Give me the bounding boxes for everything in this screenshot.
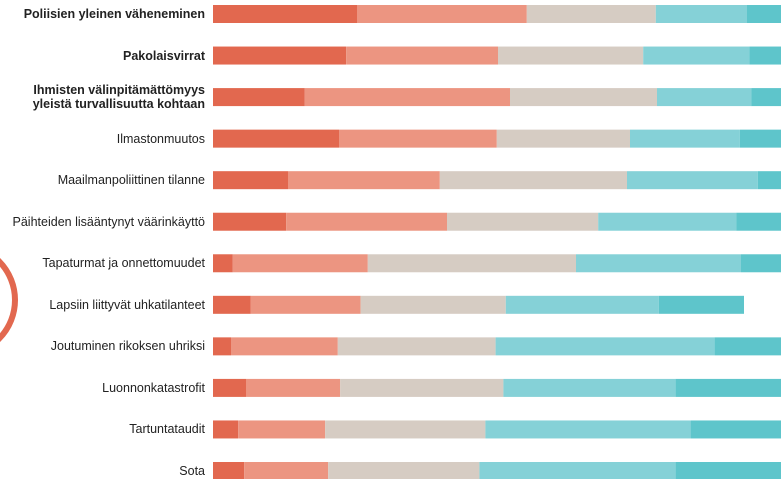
decoration: [0, 258, 18, 342]
bar-segment: [714, 337, 781, 356]
bar-segment: [238, 420, 326, 439]
bar-segment: [675, 462, 781, 479]
bar-segment: [643, 46, 750, 65]
bar-segment: [246, 378, 341, 397]
bar-segment: [328, 462, 480, 479]
bar-segment: [213, 337, 231, 356]
bar-segment: [741, 254, 781, 273]
category-label: Joutuminen rikoksen uhriksi: [50, 339, 205, 354]
bar-segment: [213, 46, 347, 65]
bar-segment: [213, 462, 245, 479]
bar-segment: [630, 129, 740, 148]
category-label: Päihteiden lisääntynyt väärinkäyttö: [12, 214, 205, 229]
bar-segment: [231, 337, 338, 356]
bar-segment: [739, 129, 781, 148]
bar-segment: [675, 378, 781, 397]
bar-segment: [439, 171, 627, 190]
bar-segment: [213, 212, 287, 231]
category-label: Tapaturmat ja onnettomuudet: [42, 256, 205, 271]
bar-segment: [736, 212, 781, 231]
bar-segment: [250, 295, 361, 314]
bar-segment: [213, 254, 233, 273]
bar-segment: [479, 462, 676, 479]
bar-segment: [657, 88, 752, 107]
bar-segment: [510, 88, 657, 107]
bar-segment: [747, 5, 781, 23]
bar-segment: [658, 295, 744, 314]
bar-segment: [337, 337, 496, 356]
bar-segment: [505, 295, 659, 314]
bar-segment: [339, 129, 497, 148]
bar-segment: [213, 295, 251, 314]
bar-segment: [498, 46, 644, 65]
bar-segment: [576, 254, 741, 273]
category-label: Poliisien yleinen väheneminen: [23, 7, 205, 21]
bar-segment: [496, 129, 630, 148]
category-label: Luonnonkatastrofit: [102, 380, 205, 395]
bar-segment: [503, 378, 676, 397]
category-label: Lapsiin liittyvät uhkatilanteet: [49, 297, 205, 312]
bar-segment: [360, 295, 506, 314]
bar-segment: [749, 46, 781, 65]
category-label: Ilmastonmuutos: [116, 131, 205, 146]
bar-segment: [690, 420, 781, 439]
bar-segment: [288, 171, 440, 190]
bar-segment: [340, 378, 504, 397]
bar-segment: [367, 254, 576, 273]
bar-segment: [213, 88, 305, 107]
bar-segment: [244, 462, 329, 479]
bar-segment: [286, 212, 447, 231]
bar-segment: [346, 46, 498, 65]
bar-segment: [627, 171, 758, 190]
bar-segment: [304, 88, 510, 107]
bar-segment: [213, 5, 357, 23]
category-label: Sota: [179, 464, 205, 478]
bar-segment: [213, 171, 288, 190]
bar-segment: [655, 5, 747, 23]
category-label: Maailmanpoliittinen tilanne: [57, 173, 205, 188]
bar-segment: [485, 420, 691, 439]
bar-segment: [325, 420, 486, 439]
bar-segment: [757, 171, 781, 190]
category-label: Tartuntataudit: [129, 422, 205, 437]
bar-segment: [598, 212, 737, 231]
bar-segment: [213, 378, 246, 397]
bar-segment: [751, 88, 781, 107]
bar-segment: [232, 254, 368, 273]
bar-segment: [213, 420, 239, 439]
bar-segment: [495, 337, 715, 356]
bar-segment: [213, 129, 339, 148]
category-label: Pakolaisvirrat: [123, 48, 205, 63]
bar-segment: [357, 5, 527, 23]
category-label: Ihmisten välinpitämättömyys yleistä turv…: [32, 83, 205, 112]
bar-segment: [526, 5, 656, 23]
bar-segment: [447, 212, 599, 231]
